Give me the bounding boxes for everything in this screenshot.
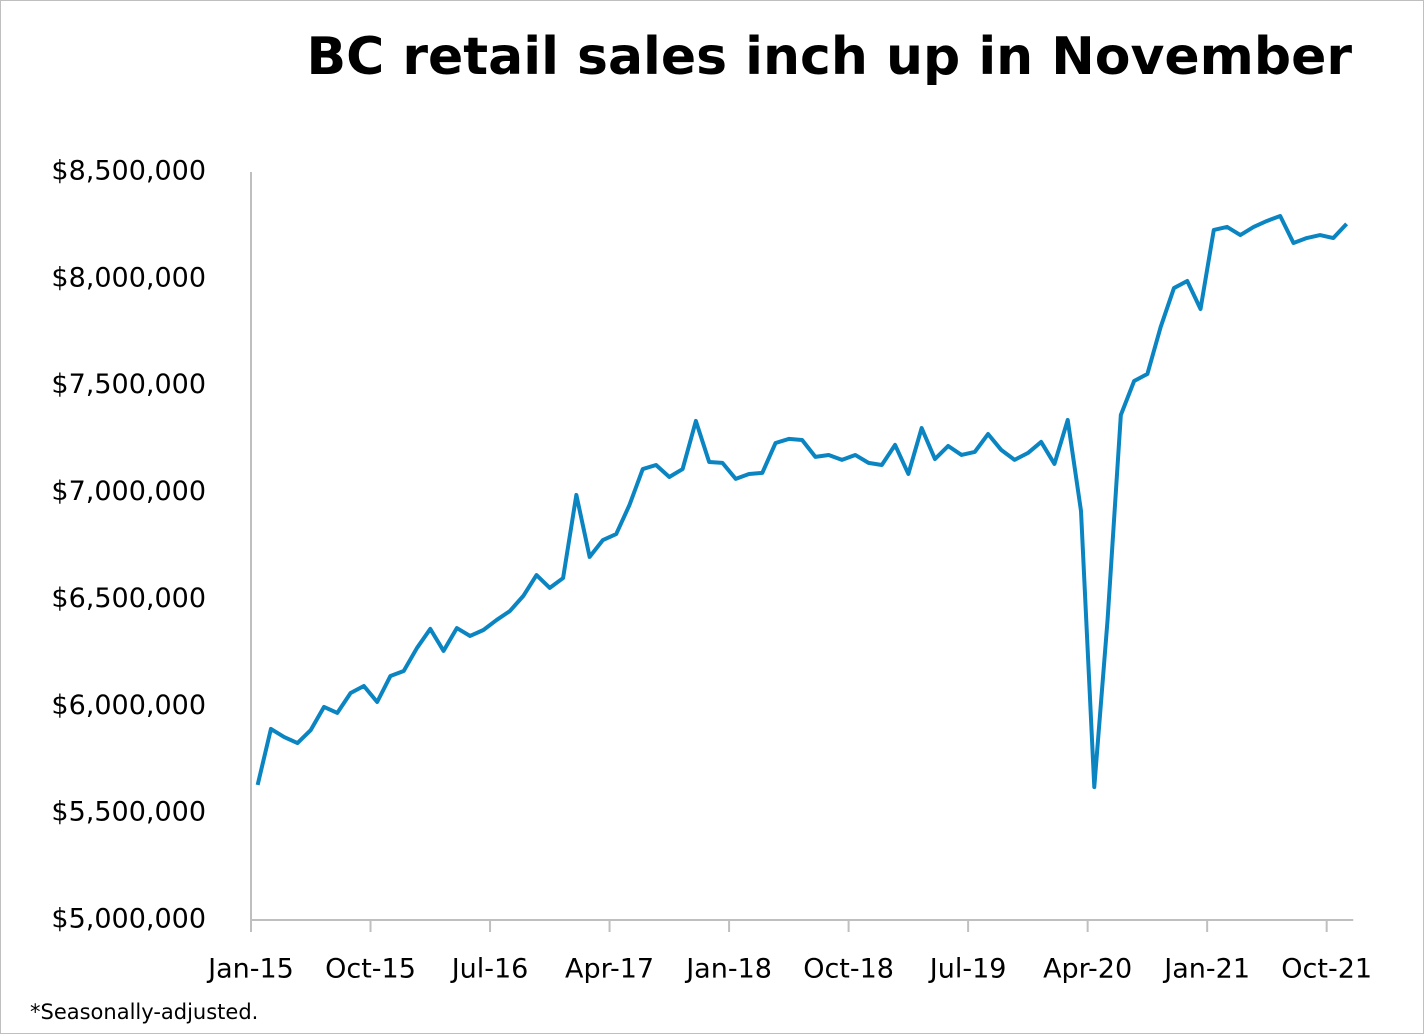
x-tick-label: Oct-15	[325, 954, 416, 985]
y-tick-label: $8,000,000	[51, 262, 206, 293]
y-tick-label: $5,500,000	[51, 797, 206, 828]
x-tick-label: Jul-16	[450, 954, 529, 985]
x-tick-label: Jul-19	[928, 954, 1007, 985]
data-line	[255, 214, 1349, 790]
y-tick-label: $7,500,000	[51, 369, 206, 400]
chart-title: BC retail sales inch up in November	[306, 27, 1352, 87]
x-tick-label: Apr-17	[565, 954, 654, 985]
y-tick-label: $5,000,000	[51, 904, 206, 935]
y-tick-label: $6,000,000	[51, 690, 206, 721]
x-tick-label: Oct-21	[1281, 954, 1372, 985]
x-tick-label: Jan-18	[684, 954, 772, 985]
footnote: *Seasonally-adjusted.	[30, 1000, 258, 1024]
y-tick-label: $6,500,000	[51, 583, 206, 614]
x-tick-label: Apr-20	[1043, 954, 1132, 985]
y-tick-label: $8,500,000	[51, 156, 206, 187]
x-tick-label: Jan-21	[1162, 954, 1250, 985]
y-tick-label: $7,000,000	[51, 476, 206, 507]
x-tick-label: Oct-18	[803, 954, 894, 985]
x-tick-label: Jan-15	[206, 954, 294, 985]
